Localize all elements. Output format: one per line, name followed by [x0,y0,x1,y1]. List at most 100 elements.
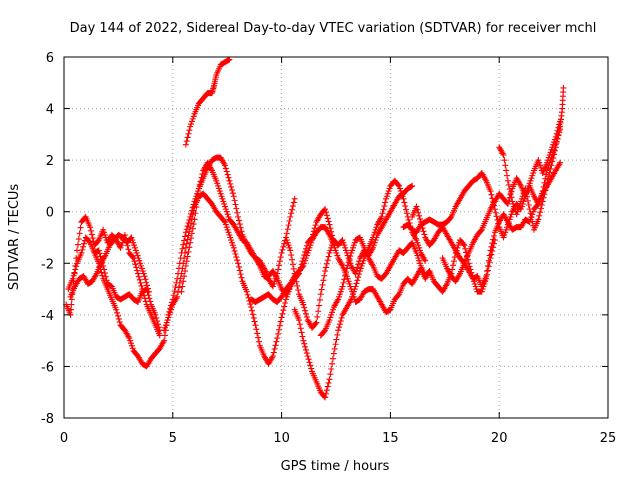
data-point [299,333,306,340]
data-point [547,165,554,172]
data-point [552,133,559,140]
data-point [353,280,360,287]
data-point [129,254,136,261]
data-point [526,180,533,187]
data-point [329,309,336,316]
data-point [544,164,551,171]
data-point [326,249,333,256]
data-point [74,241,81,248]
data-point [330,350,337,357]
data-point [186,127,193,134]
data-point [325,253,332,260]
data-point [287,247,294,254]
data-point [98,269,105,276]
data-point [339,237,346,244]
data-point [529,172,536,179]
data-point [383,193,390,200]
data-point [312,320,319,327]
data-point [413,237,420,244]
data-point [515,206,522,213]
data-point [115,315,122,322]
plot-frame [63,56,609,419]
data-point [68,301,75,308]
x-tick-label: 25 [600,431,617,446]
data-point [96,250,103,257]
data-point [501,157,508,164]
data-point [371,239,378,246]
data-point [528,214,535,221]
data-point [508,211,515,218]
data-point [271,345,278,352]
data-point [495,220,502,227]
data-point [269,353,276,360]
data-point [144,282,151,289]
data-point [182,229,189,236]
data-point [325,379,332,386]
data-point [215,182,222,189]
data-point [341,276,348,283]
data-point [413,203,420,210]
data-point [542,187,549,194]
data-point [307,362,314,369]
data-point [545,173,552,180]
data-point [99,272,106,279]
data-point [551,139,558,146]
data-point [234,257,241,264]
data-point [186,244,193,251]
data-point [535,157,542,164]
data-point [324,257,331,264]
data-point [289,206,296,213]
data-point [322,268,329,275]
data-point [455,242,462,249]
data-point [269,283,276,290]
data-point [356,271,363,278]
data-point [542,175,549,182]
data-point [308,239,315,246]
data-point [100,226,107,233]
data-point [304,353,311,360]
data-point [535,200,542,207]
data-point [416,215,423,222]
data-point [255,338,262,345]
data-point [329,242,336,249]
data-point [504,172,511,179]
data-point [193,204,200,211]
data-point [461,242,468,249]
data-point [320,277,327,284]
data-point [333,249,340,256]
data-point [551,147,558,154]
data-point [557,118,564,125]
data-point [306,359,313,366]
x-tick-label: 15 [382,431,399,446]
data-point [341,242,348,249]
data-point [156,332,163,339]
data-point [492,209,499,216]
data-point [226,56,233,63]
data-point [416,244,423,251]
data-point [234,209,241,216]
data-point [95,260,102,267]
data-point [153,314,160,321]
data-point [220,198,227,205]
data-point [70,272,77,279]
data-point [283,237,290,244]
data-point [326,376,333,383]
data-point [166,311,173,318]
data-point [213,177,220,184]
data-point [235,263,242,270]
data-point [231,197,238,204]
data-point [219,195,226,202]
data-point [251,318,258,325]
data-point [141,273,148,280]
data-point [450,258,457,265]
data-point [73,263,80,270]
data-point [477,227,484,234]
data-point [334,252,341,259]
data-point [544,180,551,187]
data-point [236,221,243,228]
data-point [336,321,343,328]
data-point [536,212,543,219]
data-point [402,203,409,210]
data-point [79,246,86,253]
data-point [182,141,189,148]
